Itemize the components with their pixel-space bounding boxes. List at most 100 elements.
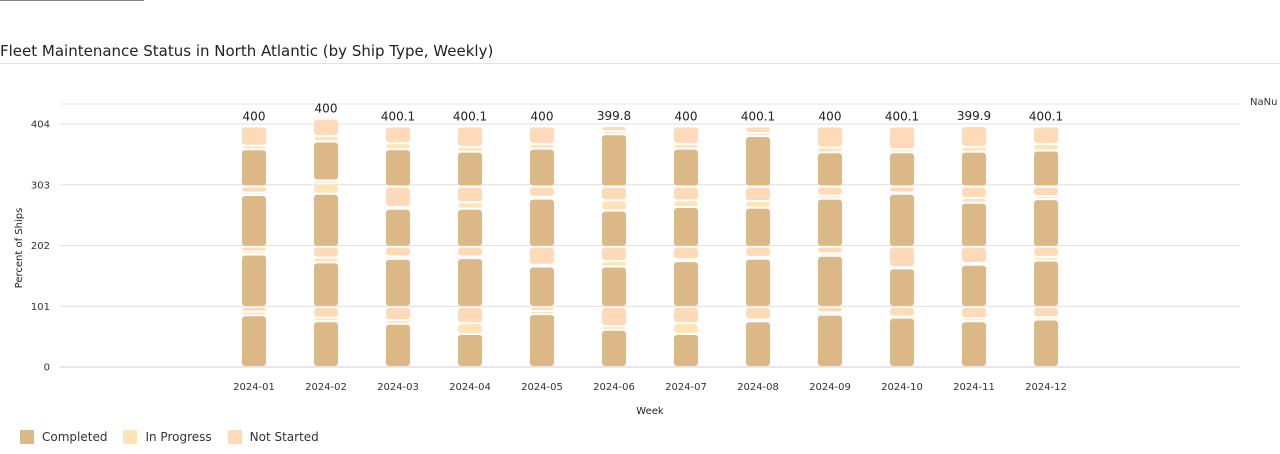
bar-segment-in-progress[interactable] <box>602 262 626 266</box>
bar-segment-completed[interactable] <box>458 259 482 306</box>
bar-segment-in-progress[interactable] <box>746 134 770 136</box>
bar-segment-in-progress[interactable] <box>602 132 626 134</box>
bar-segment-not-started[interactable] <box>818 307 842 312</box>
bar-segment-completed[interactable] <box>674 262 698 306</box>
bar-segment-completed[interactable] <box>386 150 410 186</box>
bar-segment-in-progress[interactable] <box>890 150 914 152</box>
bar-segment-in-progress[interactable] <box>458 324 482 333</box>
bar-segment-not-started[interactable] <box>602 307 626 326</box>
bar-segment-not-started[interactable] <box>386 187 410 207</box>
bar-segment-completed[interactable] <box>818 315 842 366</box>
bar-segment-not-started[interactable] <box>962 187 986 197</box>
bar-segment-in-progress[interactable] <box>674 144 698 148</box>
bar-segment-not-started[interactable] <box>386 247 410 256</box>
bar-segment-completed[interactable] <box>314 142 338 180</box>
bar-segment-completed[interactable] <box>1034 261 1058 306</box>
bar-segment-completed[interactable] <box>962 203 986 246</box>
bar-segment-not-started[interactable] <box>242 247 266 251</box>
bar-segment-in-progress[interactable] <box>386 321 410 323</box>
bar-segment-completed[interactable] <box>1034 200 1058 246</box>
bar-segment-not-started[interactable] <box>602 126 626 131</box>
bar-segment-completed[interactable] <box>386 209 410 246</box>
bar-segment-completed[interactable] <box>602 267 626 306</box>
bar-segment-completed[interactable] <box>530 315 554 366</box>
bar-segment-not-started[interactable] <box>458 187 482 202</box>
bar-segment-completed[interactable] <box>746 259 770 306</box>
bar-segment-not-started[interactable] <box>242 127 266 145</box>
bar-segment-in-progress[interactable] <box>962 147 986 151</box>
bar-segment-completed[interactable] <box>746 322 770 366</box>
bar-segment-not-started[interactable] <box>890 307 914 316</box>
bar-segment-completed[interactable] <box>890 153 914 186</box>
bar-segment-completed[interactable] <box>602 330 626 366</box>
bar-segment-not-started[interactable] <box>1034 247 1058 256</box>
bar-segment-completed[interactable] <box>1034 151 1058 186</box>
bar-segment-not-started[interactable] <box>746 247 770 256</box>
bar-segment-completed[interactable] <box>962 322 986 366</box>
bar-segment-in-progress[interactable] <box>386 144 410 149</box>
bar-segment-in-progress[interactable] <box>602 327 626 329</box>
bar-segment-completed[interactable] <box>962 265 986 306</box>
bar-segment-completed[interactable] <box>242 195 266 246</box>
bar-segment-completed[interactable] <box>530 199 554 246</box>
bar-segment-completed[interactable] <box>242 150 266 186</box>
bar-segment-completed[interactable] <box>674 149 698 186</box>
legend-item-not-started[interactable]: Not Started <box>227 430 319 444</box>
bar-segment-completed[interactable] <box>674 208 698 246</box>
bar-segment-in-progress[interactable] <box>530 144 554 148</box>
bar-segment-not-started[interactable] <box>458 307 482 323</box>
bar-segment-in-progress[interactable] <box>458 147 482 151</box>
bar-segment-not-started[interactable] <box>746 307 770 319</box>
bar-segment-not-started[interactable] <box>314 119 338 136</box>
bar-segment-not-started[interactable] <box>458 127 482 146</box>
bar-segment-completed[interactable] <box>458 152 482 186</box>
bar-segment-not-started[interactable] <box>1034 307 1058 317</box>
bar-segment-in-progress[interactable] <box>314 184 338 193</box>
bar-segment-not-started[interactable] <box>1034 187 1058 196</box>
bar-segment-completed[interactable] <box>242 255 266 306</box>
bar-segment-completed[interactable] <box>818 256 842 306</box>
bar-segment-not-started[interactable] <box>890 127 914 149</box>
bar-segment-not-started[interactable] <box>530 127 554 143</box>
bar-segment-not-started[interactable] <box>890 187 914 192</box>
bar-segment-completed[interactable] <box>746 208 770 246</box>
bar-segment-not-started[interactable] <box>530 247 554 264</box>
bar-segment-completed[interactable] <box>890 194 914 246</box>
bar-segment-completed[interactable] <box>1034 320 1058 366</box>
bar-segment-in-progress[interactable] <box>458 203 482 208</box>
bar-segment-not-started[interactable] <box>314 247 338 257</box>
bar-segment-in-progress[interactable] <box>242 252 266 254</box>
bar-segment-not-started[interactable] <box>1034 127 1058 143</box>
legend-item-in-progress[interactable]: In Progress <box>123 430 212 444</box>
bar-segment-not-started[interactable] <box>314 181 338 183</box>
bar-segment-not-started[interactable] <box>386 307 410 320</box>
bar-segment-in-progress[interactable] <box>1034 144 1058 150</box>
bar-segment-completed[interactable] <box>314 194 338 246</box>
bar-segment-not-started[interactable] <box>746 187 770 200</box>
bar-segment-completed[interactable] <box>242 316 266 366</box>
bar-segment-not-started[interactable] <box>386 127 410 143</box>
bar-segment-not-started[interactable] <box>962 126 986 146</box>
bar-segment-completed[interactable] <box>602 135 626 186</box>
bar-segment-not-started[interactable] <box>818 127 842 147</box>
bar-segment-not-started[interactable] <box>602 187 626 200</box>
bar-segment-completed[interactable] <box>674 334 698 366</box>
bar-segment-not-started[interactable] <box>818 247 842 253</box>
bar-segment-not-started[interactable] <box>890 247 914 267</box>
bar-segment-not-started[interactable] <box>458 247 482 256</box>
bar-segment-not-started[interactable] <box>746 127 770 133</box>
bar-segment-not-started[interactable] <box>242 307 266 311</box>
bar-segment-not-started[interactable] <box>242 187 266 192</box>
bar-segment-completed[interactable] <box>458 209 482 246</box>
bar-segment-completed[interactable] <box>386 259 410 306</box>
bar-segment-not-started[interactable] <box>962 307 986 318</box>
bar-segment-not-started[interactable] <box>674 187 698 200</box>
bar-segment-in-progress[interactable] <box>818 148 842 152</box>
bar-segment-completed[interactable] <box>314 322 338 366</box>
bar-segment-not-started[interactable] <box>602 247 626 261</box>
bar-segment-in-progress[interactable] <box>818 196 842 198</box>
bar-segment-in-progress[interactable] <box>1034 257 1058 260</box>
bar-segment-not-started[interactable] <box>530 307 554 311</box>
bar-segment-completed[interactable] <box>386 324 410 366</box>
bar-segment-not-started[interactable] <box>314 307 338 317</box>
